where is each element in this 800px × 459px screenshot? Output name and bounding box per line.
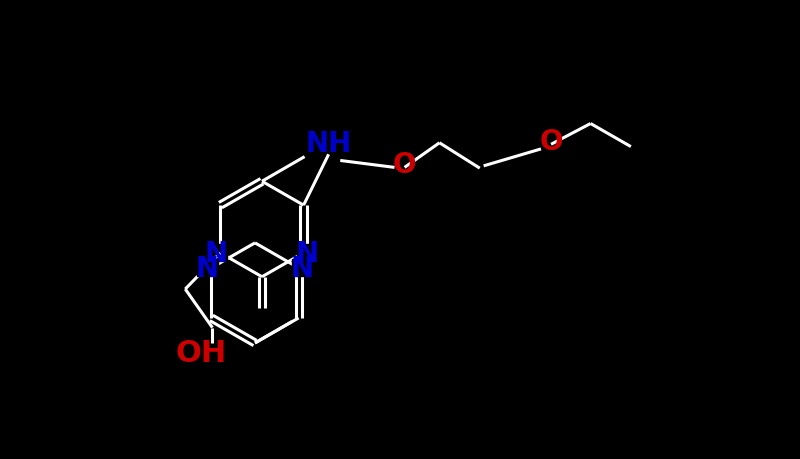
Text: O: O bbox=[393, 151, 416, 179]
Text: N: N bbox=[291, 254, 314, 282]
Bar bbox=[293, 260, 313, 277]
Bar bbox=[297, 245, 318, 262]
Text: OH: OH bbox=[175, 339, 226, 368]
Text: NH: NH bbox=[306, 129, 352, 157]
Bar bbox=[198, 260, 218, 277]
Text: N: N bbox=[296, 239, 319, 267]
Text: O: O bbox=[539, 128, 562, 156]
Bar bbox=[206, 245, 227, 262]
Text: N: N bbox=[205, 239, 228, 267]
Text: N: N bbox=[196, 254, 219, 282]
